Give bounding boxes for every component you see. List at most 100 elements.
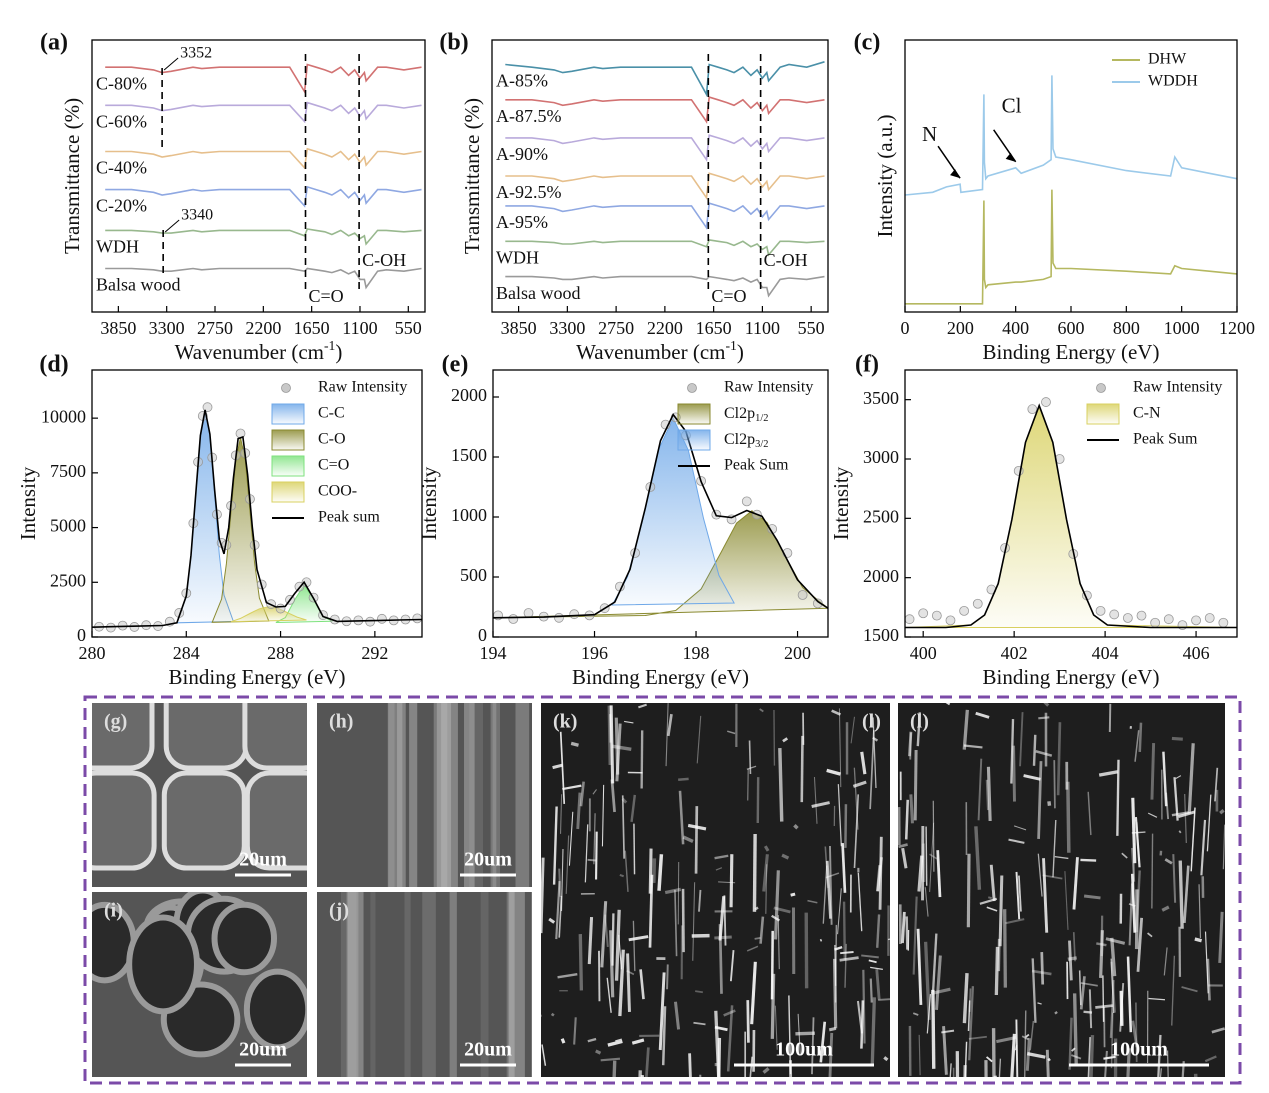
fracture-line	[1045, 1049, 1050, 1077]
fracture-line	[923, 941, 931, 1021]
raw-point	[1122, 613, 1133, 623]
fracture-line	[1015, 871, 1021, 920]
fracture-line	[604, 914, 609, 948]
spectrum-line	[105, 228, 422, 246]
fracture-line	[1110, 958, 1115, 1014]
x-tick-label: 1100	[745, 318, 780, 338]
fracture-line	[1135, 870, 1141, 933]
fracture-line	[1037, 1002, 1042, 1005]
spectrum-line	[505, 96, 825, 124]
x-tick-label: 2200	[245, 318, 281, 338]
fracture-line	[901, 911, 906, 944]
y-tick-label: 10000	[41, 406, 86, 426]
x-tick-label: 2200	[647, 318, 683, 338]
x-tick-label: 1650	[696, 318, 732, 338]
legend-swatch	[677, 403, 711, 425]
legend-label: DHW	[1148, 51, 1187, 68]
fracture-line	[727, 730, 736, 735]
raw-point	[918, 608, 929, 619]
raw-point	[1013, 465, 1024, 476]
fracture-line	[913, 750, 918, 821]
fracture-line	[1018, 875, 1022, 912]
raw-point	[812, 598, 823, 609]
fracture-line	[1178, 830, 1182, 834]
fracture-line	[1178, 860, 1184, 929]
fracture-line	[945, 703, 951, 706]
fracture-line	[963, 1065, 967, 1077]
fracture-line	[1161, 905, 1170, 912]
raw-point	[523, 608, 534, 618]
fracture-line	[1095, 1004, 1113, 1009]
band-label: C=O	[711, 286, 746, 306]
fracture-line	[1173, 777, 1179, 821]
y-tick-label: 1500	[451, 445, 487, 465]
x-tick-label: 280	[79, 643, 106, 663]
fiber	[441, 703, 458, 887]
fracture-line	[883, 1056, 889, 1062]
fracture-line	[630, 794, 636, 823]
plot-area	[493, 412, 828, 624]
fracture-line	[793, 824, 799, 830]
legend-label: C=O	[318, 457, 349, 474]
scale-bar-label: 100um	[1110, 1039, 1168, 1061]
legend-swatch	[271, 481, 305, 503]
micrograph-label: (k)	[553, 711, 577, 733]
micrograph-frame	[83, 695, 1242, 1085]
legend-label: Peak Sum	[724, 457, 789, 474]
x-axis-label: Binding Energy (eV)	[983, 665, 1160, 689]
fracture-line	[1040, 952, 1045, 985]
fracture-line	[828, 846, 833, 925]
fracture-line	[1032, 734, 1037, 766]
fracture-line	[673, 1001, 681, 1030]
fracture-line	[587, 858, 597, 862]
fracture-line	[1211, 1027, 1225, 1034]
fracture-line	[645, 1047, 650, 1077]
legend-swatch	[1096, 383, 1106, 393]
raw-point	[1191, 615, 1201, 626]
fracture-line	[1008, 838, 1025, 844]
fracture-line	[558, 895, 563, 938]
fracture-line	[1056, 722, 1062, 796]
scale-bar-label: 20um	[239, 1039, 287, 1061]
fracture-line	[555, 880, 561, 940]
fracture-line	[912, 1012, 919, 1016]
plot-frame	[491, 39, 829, 313]
fracture-line	[770, 973, 776, 1039]
fracture-line	[916, 712, 922, 747]
fracture-line	[614, 909, 621, 981]
fracture-line	[1181, 986, 1198, 993]
raw-point	[1163, 614, 1174, 625]
fracture-line	[929, 822, 935, 892]
fracture-line	[1043, 703, 1050, 707]
fracture-line	[632, 920, 636, 972]
fracture-line	[1198, 884, 1202, 939]
fracture-line	[968, 986, 975, 1061]
fracture-line	[1026, 1052, 1046, 1059]
raw-point	[959, 605, 970, 616]
fracture-line	[1037, 761, 1043, 839]
fracture-line	[837, 784, 842, 847]
micrograph-label: (h)	[329, 711, 353, 733]
fracture-line	[621, 795, 625, 859]
fracture-line	[778, 748, 784, 822]
fracture-line	[1218, 911, 1224, 964]
fracture-line	[1150, 743, 1156, 800]
fracture-line	[565, 835, 570, 894]
fracture-line	[1098, 770, 1119, 777]
legend-label: Peak Sum	[1133, 431, 1198, 448]
peak-sum	[905, 403, 1237, 629]
fracture-line	[714, 854, 729, 860]
y-tick-label: 2000	[451, 385, 487, 405]
fiber	[404, 892, 411, 1077]
x-tick-label: 198	[683, 643, 710, 663]
fracture-line	[1010, 1033, 1016, 1077]
fracture-line	[573, 1017, 577, 1045]
fracture-line	[868, 959, 877, 964]
fracture-line	[664, 887, 682, 895]
fracture-line	[688, 1053, 692, 1077]
peak-label: 3352	[180, 45, 212, 62]
raw-point	[945, 615, 956, 626]
fracture-line	[612, 1060, 617, 1077]
series-label: A-87.5%	[496, 106, 562, 126]
fracture-line	[693, 1021, 706, 1026]
